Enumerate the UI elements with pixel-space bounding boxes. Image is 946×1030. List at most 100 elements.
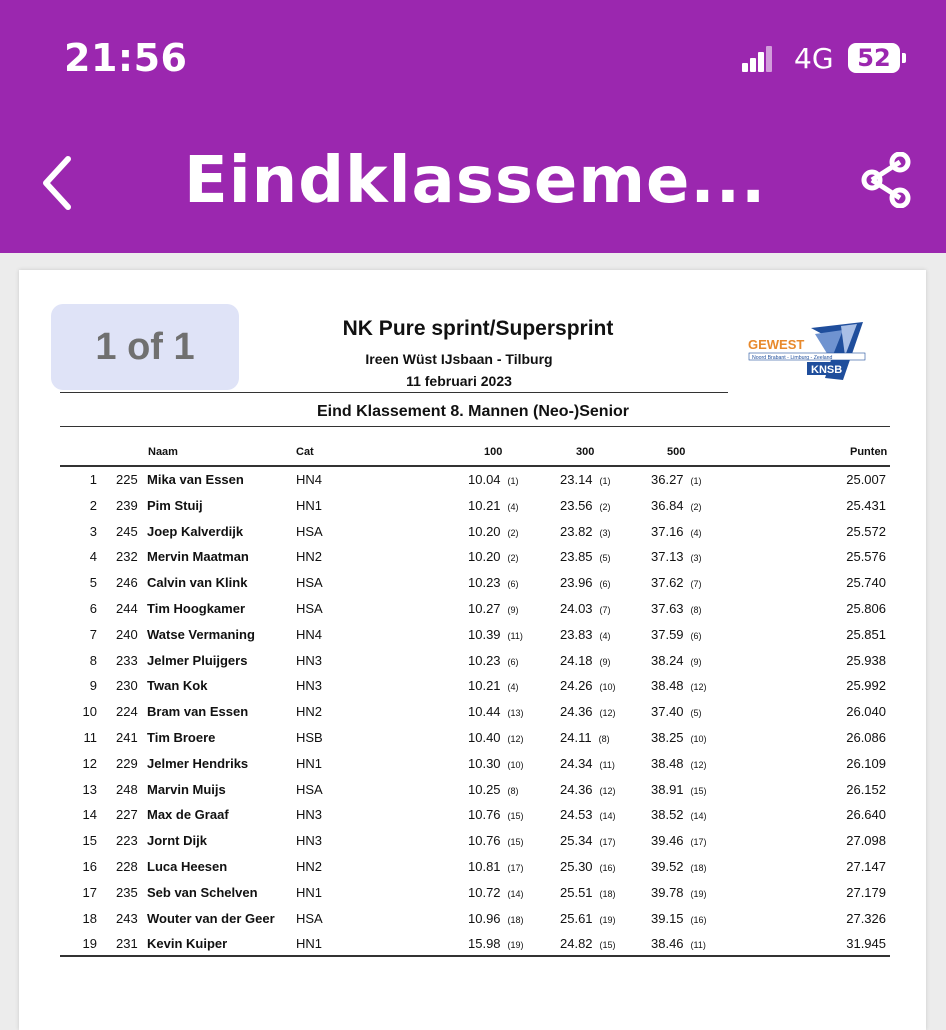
cell-t100: 10.40 (12) — [468, 730, 524, 745]
cell-t100-placing: (6) — [507, 579, 519, 590]
cell-t100-placing: (13) — [507, 708, 524, 719]
cell-punten-value: 25.576 — [846, 549, 886, 565]
section-divider — [60, 426, 890, 427]
cell-cat: HSA — [296, 782, 323, 797]
pdf-page — [19, 270, 926, 1030]
cell-rank-value: 18 — [82, 910, 97, 926]
cell-nr-value: 248 — [116, 781, 138, 797]
cell-t500-value: 37.13 — [651, 549, 684, 565]
table-row: 3 245 Joep Kalverdijk HSA 10.20 (2) 23.82 (3) 37… — [60, 524, 890, 550]
table-row: 6 244 Tim Hoogkamer HSA 10.27 (9) 24.03 (7) 37.6… — [60, 601, 890, 627]
cell-t100-value: 10.44 — [468, 704, 501, 720]
cell-punten-value: 26.152 — [846, 781, 886, 797]
cell-t500-value: 39.15 — [651, 910, 684, 926]
cell-cat-value: HN4 — [296, 472, 323, 487]
cell-naam-value: Pim Stuij — [147, 497, 203, 513]
cell-t300-placing: (12) — [599, 785, 616, 796]
share-button[interactable] — [860, 151, 912, 209]
cell-naam: Bram van Essen — [147, 704, 248, 719]
cell-t300: 24.82 (15) — [560, 936, 616, 951]
cell-t300-value: 23.14 — [560, 472, 593, 487]
cell-cat: HN3 — [296, 653, 322, 668]
cell-t100-placing: (14) — [507, 888, 524, 899]
cell-t500: 39.46 (17) — [651, 833, 707, 848]
cell-t500-value: 36.27 — [651, 472, 684, 487]
cell-nr-value: 245 — [116, 523, 138, 539]
cell-t500-placing: (11) — [690, 940, 706, 951]
table-row: 11 241 Tim Broere HSB 10.40 (12) 24.11 (8) 38.25… — [60, 730, 890, 756]
cell-punten-value: 27.098 — [846, 833, 886, 849]
cell-rank-value: 3 — [89, 523, 97, 539]
cell-t500-placing: (12) — [690, 682, 707, 693]
cell-naam-value: Jelmer Pluijgers — [147, 652, 248, 668]
cell-naam: Marvin Muijs — [147, 782, 226, 797]
table-bottom-divider — [60, 955, 890, 957]
cell-t100-value: 10.23 — [468, 652, 501, 668]
table-row: 15 223 Jornt Dijk HN3 10.76 (15) 25.34 (17) 39.4… — [60, 833, 890, 859]
cell-rank: 1 — [60, 472, 97, 487]
back-button[interactable] — [38, 155, 78, 211]
cell-naam: Tim Broere — [147, 730, 215, 745]
cell-t300: 24.03 (7) — [560, 601, 611, 616]
cell-t300: 24.36 (12) — [560, 782, 616, 797]
cell-t500-placing: (12) — [690, 759, 707, 770]
cell-cat-value: HSA — [296, 910, 323, 926]
cell-rank: 3 — [60, 524, 97, 539]
table-row: 16 228 Luca Heesen HN2 10.81 (17) 25.30 (16) 39.… — [60, 859, 890, 885]
cell-t500: 38.24 (9) — [651, 653, 702, 668]
cell-t100: 10.96 (18) — [468, 911, 524, 926]
cell-t300-value: 23.96 — [560, 575, 593, 591]
cell-punten-value: 25.740 — [846, 575, 886, 591]
cell-nr-value: 233 — [116, 652, 138, 668]
cell-cat-value: HN4 — [296, 626, 323, 642]
cell-rank-value: 7 — [89, 626, 97, 642]
cell-t500-value: 38.24 — [651, 652, 684, 668]
cell-t500-value: 36.84 — [651, 497, 684, 513]
cell-cat: HN1 — [296, 498, 322, 513]
cell-t100-placing: (19) — [507, 940, 524, 951]
cell-punten-value: 26.086 — [846, 730, 886, 745]
cell-punten-value: 25.992 — [846, 678, 886, 694]
cell-rank: 8 — [60, 653, 97, 668]
document-date: 11 februari 2023 — [406, 373, 512, 389]
signal-icon — [742, 46, 774, 72]
cell-nr-value: 244 — [116, 601, 138, 616]
cell-t500: 39.78 (19) — [651, 885, 707, 900]
cell-t100-placing: (18) — [507, 914, 524, 925]
cell-naam-value: Jelmer Hendriks — [147, 755, 249, 771]
cell-t300-value: 25.34 — [560, 833, 593, 849]
cell-t100-placing: (4) — [507, 501, 519, 512]
cell-t100-value: 10.96 — [468, 910, 501, 926]
cell-t500-placing: (16) — [690, 914, 707, 925]
logo-region-text: Noord Brabant - Limburg - Zeeland — [752, 355, 833, 361]
cell-nr: 225 — [116, 472, 138, 487]
cell-nr-value: 241 — [116, 730, 138, 745]
cell-t100: 10.21 (4) — [468, 678, 519, 693]
cell-t100-placing: (15) — [507, 837, 524, 848]
cell-nr: 229 — [116, 756, 138, 771]
cell-t500-value: 39.52 — [651, 859, 684, 874]
cell-t100: 10.39 (11) — [468, 627, 523, 642]
cell-t500: 38.46 (11) — [651, 936, 706, 951]
cell-cat: HN4 — [296, 472, 322, 487]
cell-naam: Joep Kalverdijk — [147, 524, 243, 539]
cell-t300: 24.53 (14) — [560, 807, 616, 822]
gewest-knsb-logo: GEWEST Noord Brabant - Limburg - Zeeland… — [745, 320, 869, 382]
cell-nr-value: 240 — [116, 626, 138, 642]
cell-rank: 9 — [60, 678, 97, 693]
cell-t100-value: 10.21 — [468, 678, 501, 694]
cell-nr: 231 — [116, 936, 138, 951]
cell-t100-placing: (2) — [507, 527, 519, 538]
cell-t100-placing: (15) — [507, 811, 524, 822]
cell-cat: HN2 — [296, 704, 322, 719]
cell-naam: Jelmer Pluijgers — [147, 653, 247, 668]
table-row: 9 230 Twan Kok HN3 10.21 (4) 24.26 (10) 38.48 (12… — [60, 678, 890, 704]
cell-t300: 24.26 (10) — [560, 678, 616, 693]
cell-cat: HN4 — [296, 627, 322, 642]
cell-rank: 2 — [60, 498, 97, 513]
cell-t500-placing: (17) — [690, 837, 707, 848]
cell-t300-placing: (9) — [599, 656, 611, 667]
cell-t100-placing: (11) — [507, 630, 523, 641]
cell-rank-value: 13 — [82, 781, 97, 797]
cell-t300-value: 24.82 — [560, 936, 593, 952]
